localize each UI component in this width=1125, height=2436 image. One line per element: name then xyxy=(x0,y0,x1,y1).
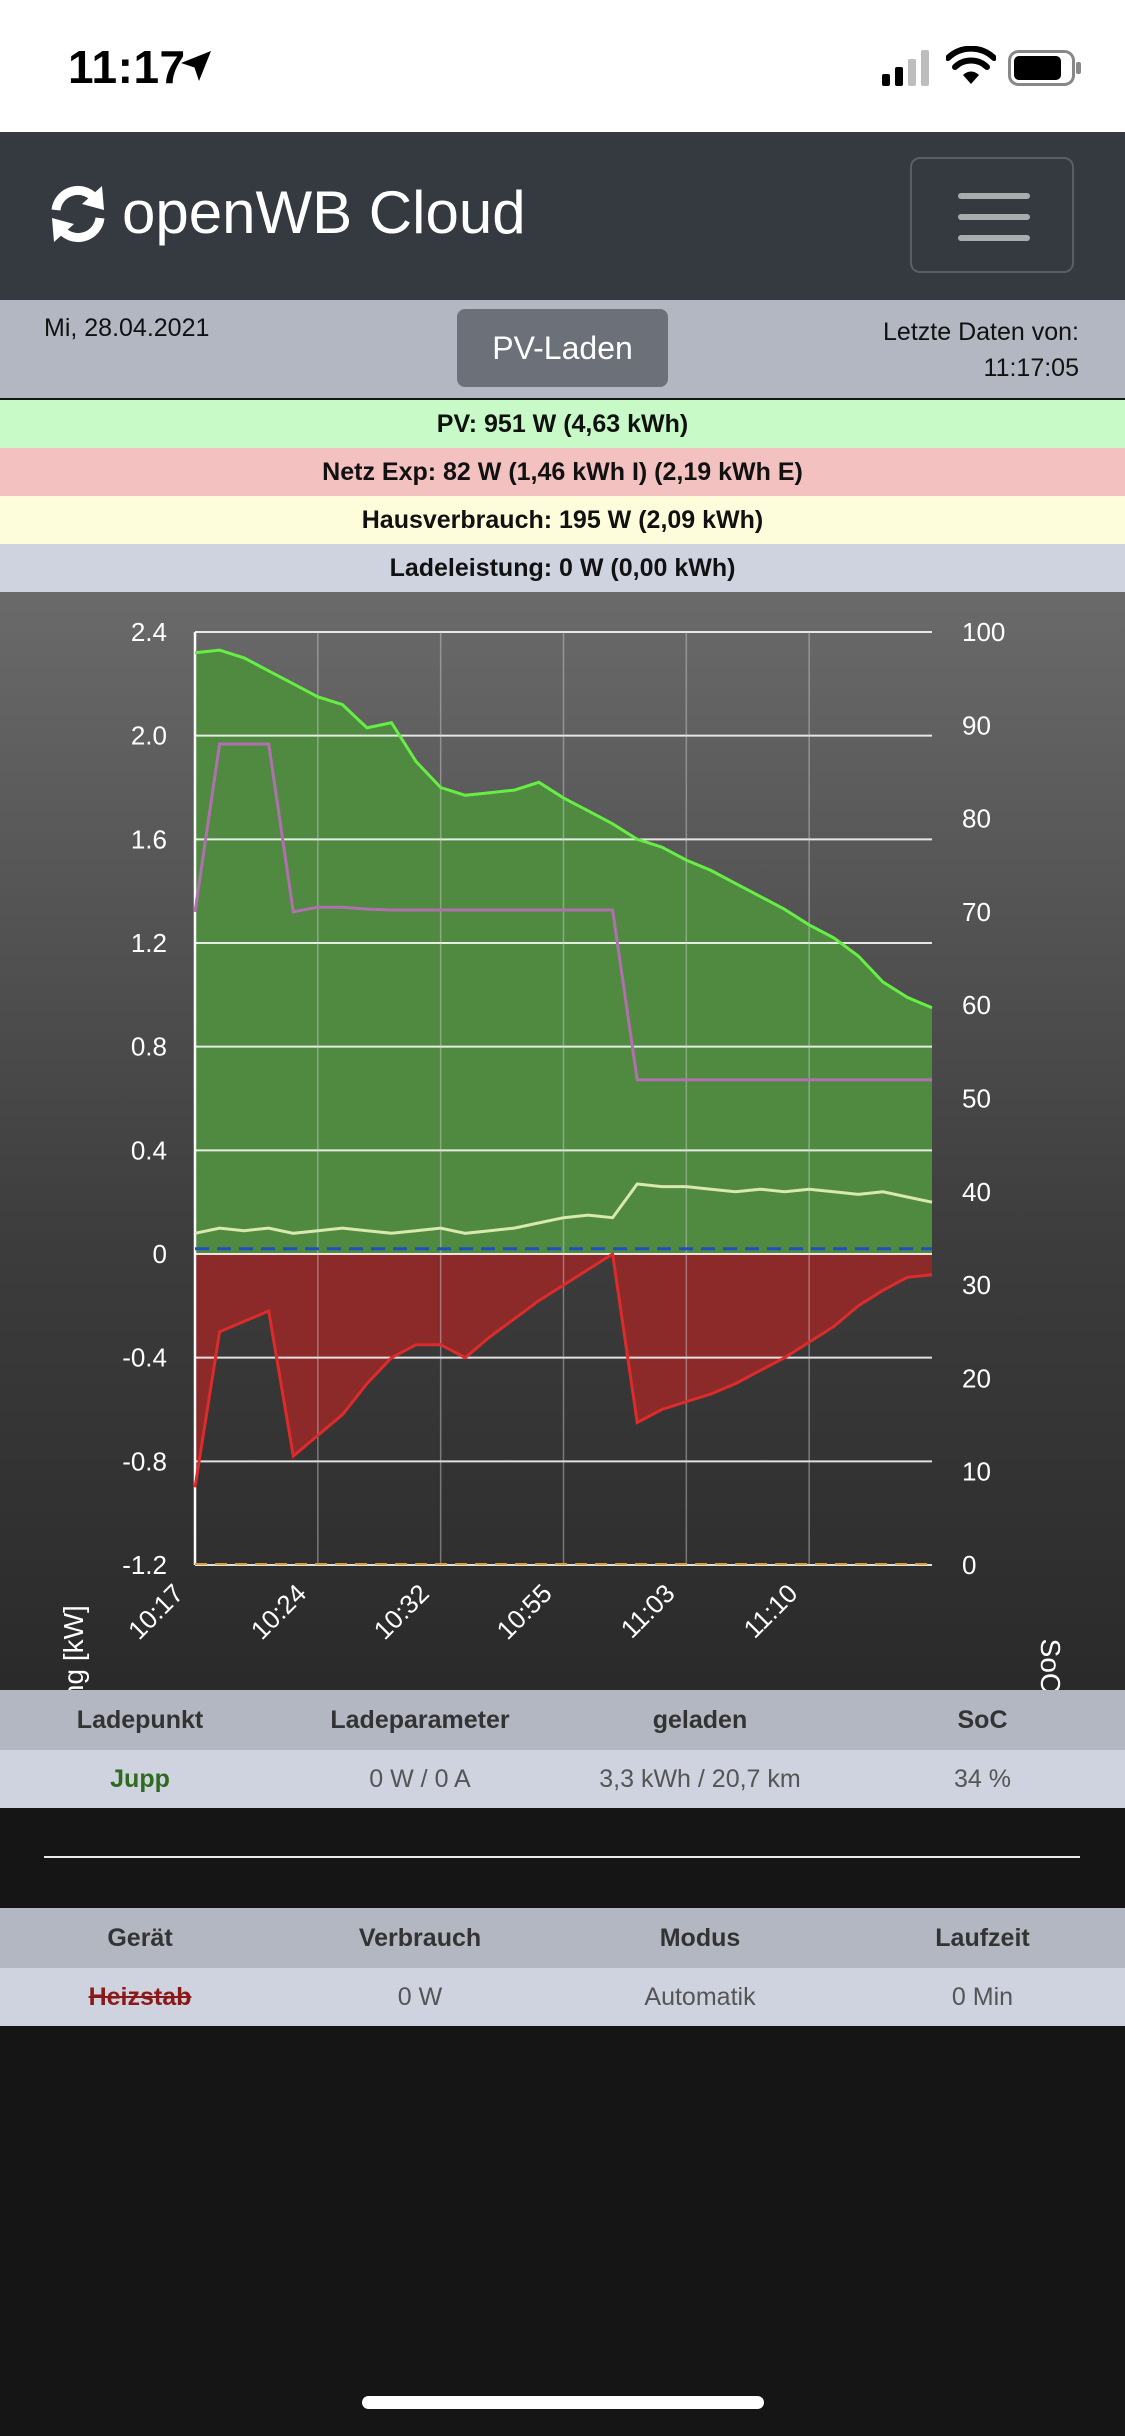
location-arrow-icon xyxy=(181,51,211,81)
header-laufzeit: Laufzeit xyxy=(935,1923,1030,1952)
x-tick-label: 10:17 xyxy=(122,1578,189,1645)
soc-line xyxy=(193,742,932,1082)
ladepunkt-geladen: 3,3 kWh / 20,7 km xyxy=(599,1764,801,1793)
x-tick-label: 10:32 xyxy=(368,1578,435,1645)
y-tick-label: 0.8 xyxy=(131,1032,167,1062)
ladepunkt-row[interactable]: Jupp 0 W / 0 A 3,3 kWh / 20,7 km 34 % xyxy=(0,1750,1125,1808)
grid-area xyxy=(195,1254,932,1488)
header-geraet: Gerät xyxy=(107,1923,173,1952)
header-soc: SoC xyxy=(957,1705,1008,1734)
device-name[interactable]: Heizstab xyxy=(88,1982,192,2011)
house-consumption-stat: Hausverbrauch: 195 W (2,09 kWh) xyxy=(0,496,1125,544)
device-laufzeit: 0 Min xyxy=(951,1982,1014,2011)
x-tick-label: 10:55 xyxy=(491,1578,558,1645)
ladepunkt-table-header: Ladepunkt Ladeparameter geladen SoC xyxy=(0,1690,1125,1750)
header-ladepunkt: Ladepunkt xyxy=(76,1705,204,1734)
y-right-tick-label: 0 xyxy=(962,1550,976,1580)
hamburger-icon-bottom xyxy=(958,235,1030,241)
y-right-tick-label: 100 xyxy=(962,617,1005,647)
status-bar: 11:17 xyxy=(0,0,1125,132)
y-right-tick-label: 50 xyxy=(962,1084,991,1114)
chart-svg: 2.42.01.61.20.80.40-0.4-0.8-1.2100908070… xyxy=(122,617,1005,1645)
y-right-tick-label: 20 xyxy=(962,1363,991,1393)
pv-line xyxy=(194,648,933,1010)
divider xyxy=(44,1856,1080,1858)
hamburger-icon-middle xyxy=(958,214,1030,220)
y-tick-label: 0.4 xyxy=(131,1135,167,1165)
y-right-tick-label: 90 xyxy=(962,710,991,740)
last-data-label: Letzte Daten von: xyxy=(883,318,1079,346)
device-row[interactable]: Heizstab 0 W Automatik 0 Min xyxy=(0,1968,1125,2026)
device-verbrauch: 0 W xyxy=(397,1982,443,2011)
wifi-icon xyxy=(946,46,996,84)
header-geladen: geladen xyxy=(652,1705,748,1734)
x-tick-label: 11:03 xyxy=(615,1578,681,1644)
device-modus: Automatik xyxy=(644,1982,756,2011)
y-right-tick-label: 30 xyxy=(962,1270,991,1300)
header-modus: Modus xyxy=(659,1923,741,1952)
cellular-signal-icon xyxy=(882,50,929,86)
menu-toggle-button[interactable] xyxy=(910,157,1074,273)
ladepunkt-soc: 34 % xyxy=(954,1764,1011,1793)
y-tick-label: -0.4 xyxy=(122,1343,167,1373)
power-chart: 2.4 2.0 1.6 1.2 0.8 0.4 0 -0.4 -0.8 -1.2 100 90 80 70… xyxy=(0,592,1125,1775)
status-time: 11:17 xyxy=(68,41,186,93)
last-data: Letzte Daten von: 11:17:05 xyxy=(883,314,1079,386)
y-tick-label: 0 xyxy=(153,1239,167,1269)
ladepunkt-name[interactable]: Jupp xyxy=(110,1764,170,1793)
home-indicator[interactable] xyxy=(362,2396,764,2409)
y-right-tick-label: 10 xyxy=(962,1457,991,1487)
charge-mode-button[interactable]: PV-Laden xyxy=(457,309,668,387)
device-table-header: Gerät Verbrauch Modus Laufzeit xyxy=(0,1908,1125,1968)
y-right-tick-label: 40 xyxy=(962,1177,991,1207)
charging-power-stat: Ladeleistung: 0 W (0,00 kWh) xyxy=(0,544,1125,592)
y-tick-label: -1.2 xyxy=(122,1550,167,1580)
house-consumption-line xyxy=(194,1182,933,1235)
x-tick-label: 10:24 xyxy=(245,1578,312,1645)
pv-area xyxy=(195,650,932,1254)
pv-stat: PV: 951 W (4,63 kWh) xyxy=(0,400,1125,448)
last-data-time: 11:17:05 xyxy=(983,354,1079,382)
grid-line xyxy=(193,1251,933,1488)
y-right-tick-label: 80 xyxy=(962,804,991,834)
ladepunkt-param: 0 W / 0 A xyxy=(369,1764,471,1793)
y-tick-label: 2.4 xyxy=(131,617,167,647)
sync-icon xyxy=(51,186,105,242)
header-verbrauch: Verbrauch xyxy=(358,1923,482,1952)
y-tick-label: 2.0 xyxy=(131,721,167,751)
x-tick-label: 11:10 xyxy=(738,1578,804,1644)
y-tick-label: -0.8 xyxy=(122,1446,167,1476)
battery-icon xyxy=(1008,50,1081,86)
y-right-tick-label: 60 xyxy=(962,990,991,1020)
y-tick-label: 1.6 xyxy=(131,824,167,854)
current-date: Mi, 28.04.2021 xyxy=(44,314,210,342)
y-right-tick-label: 70 xyxy=(962,897,991,927)
y-tick-label: 1.2 xyxy=(131,928,167,958)
header-ladeparameter: Ladeparameter xyxy=(330,1705,510,1734)
grid-stat: Netz Exp: 82 W (1,46 kWh I) (2,19 kWh E) xyxy=(0,448,1125,496)
hamburger-icon xyxy=(958,193,1030,199)
brand-title[interactable]: openWB Cloud xyxy=(122,179,526,246)
